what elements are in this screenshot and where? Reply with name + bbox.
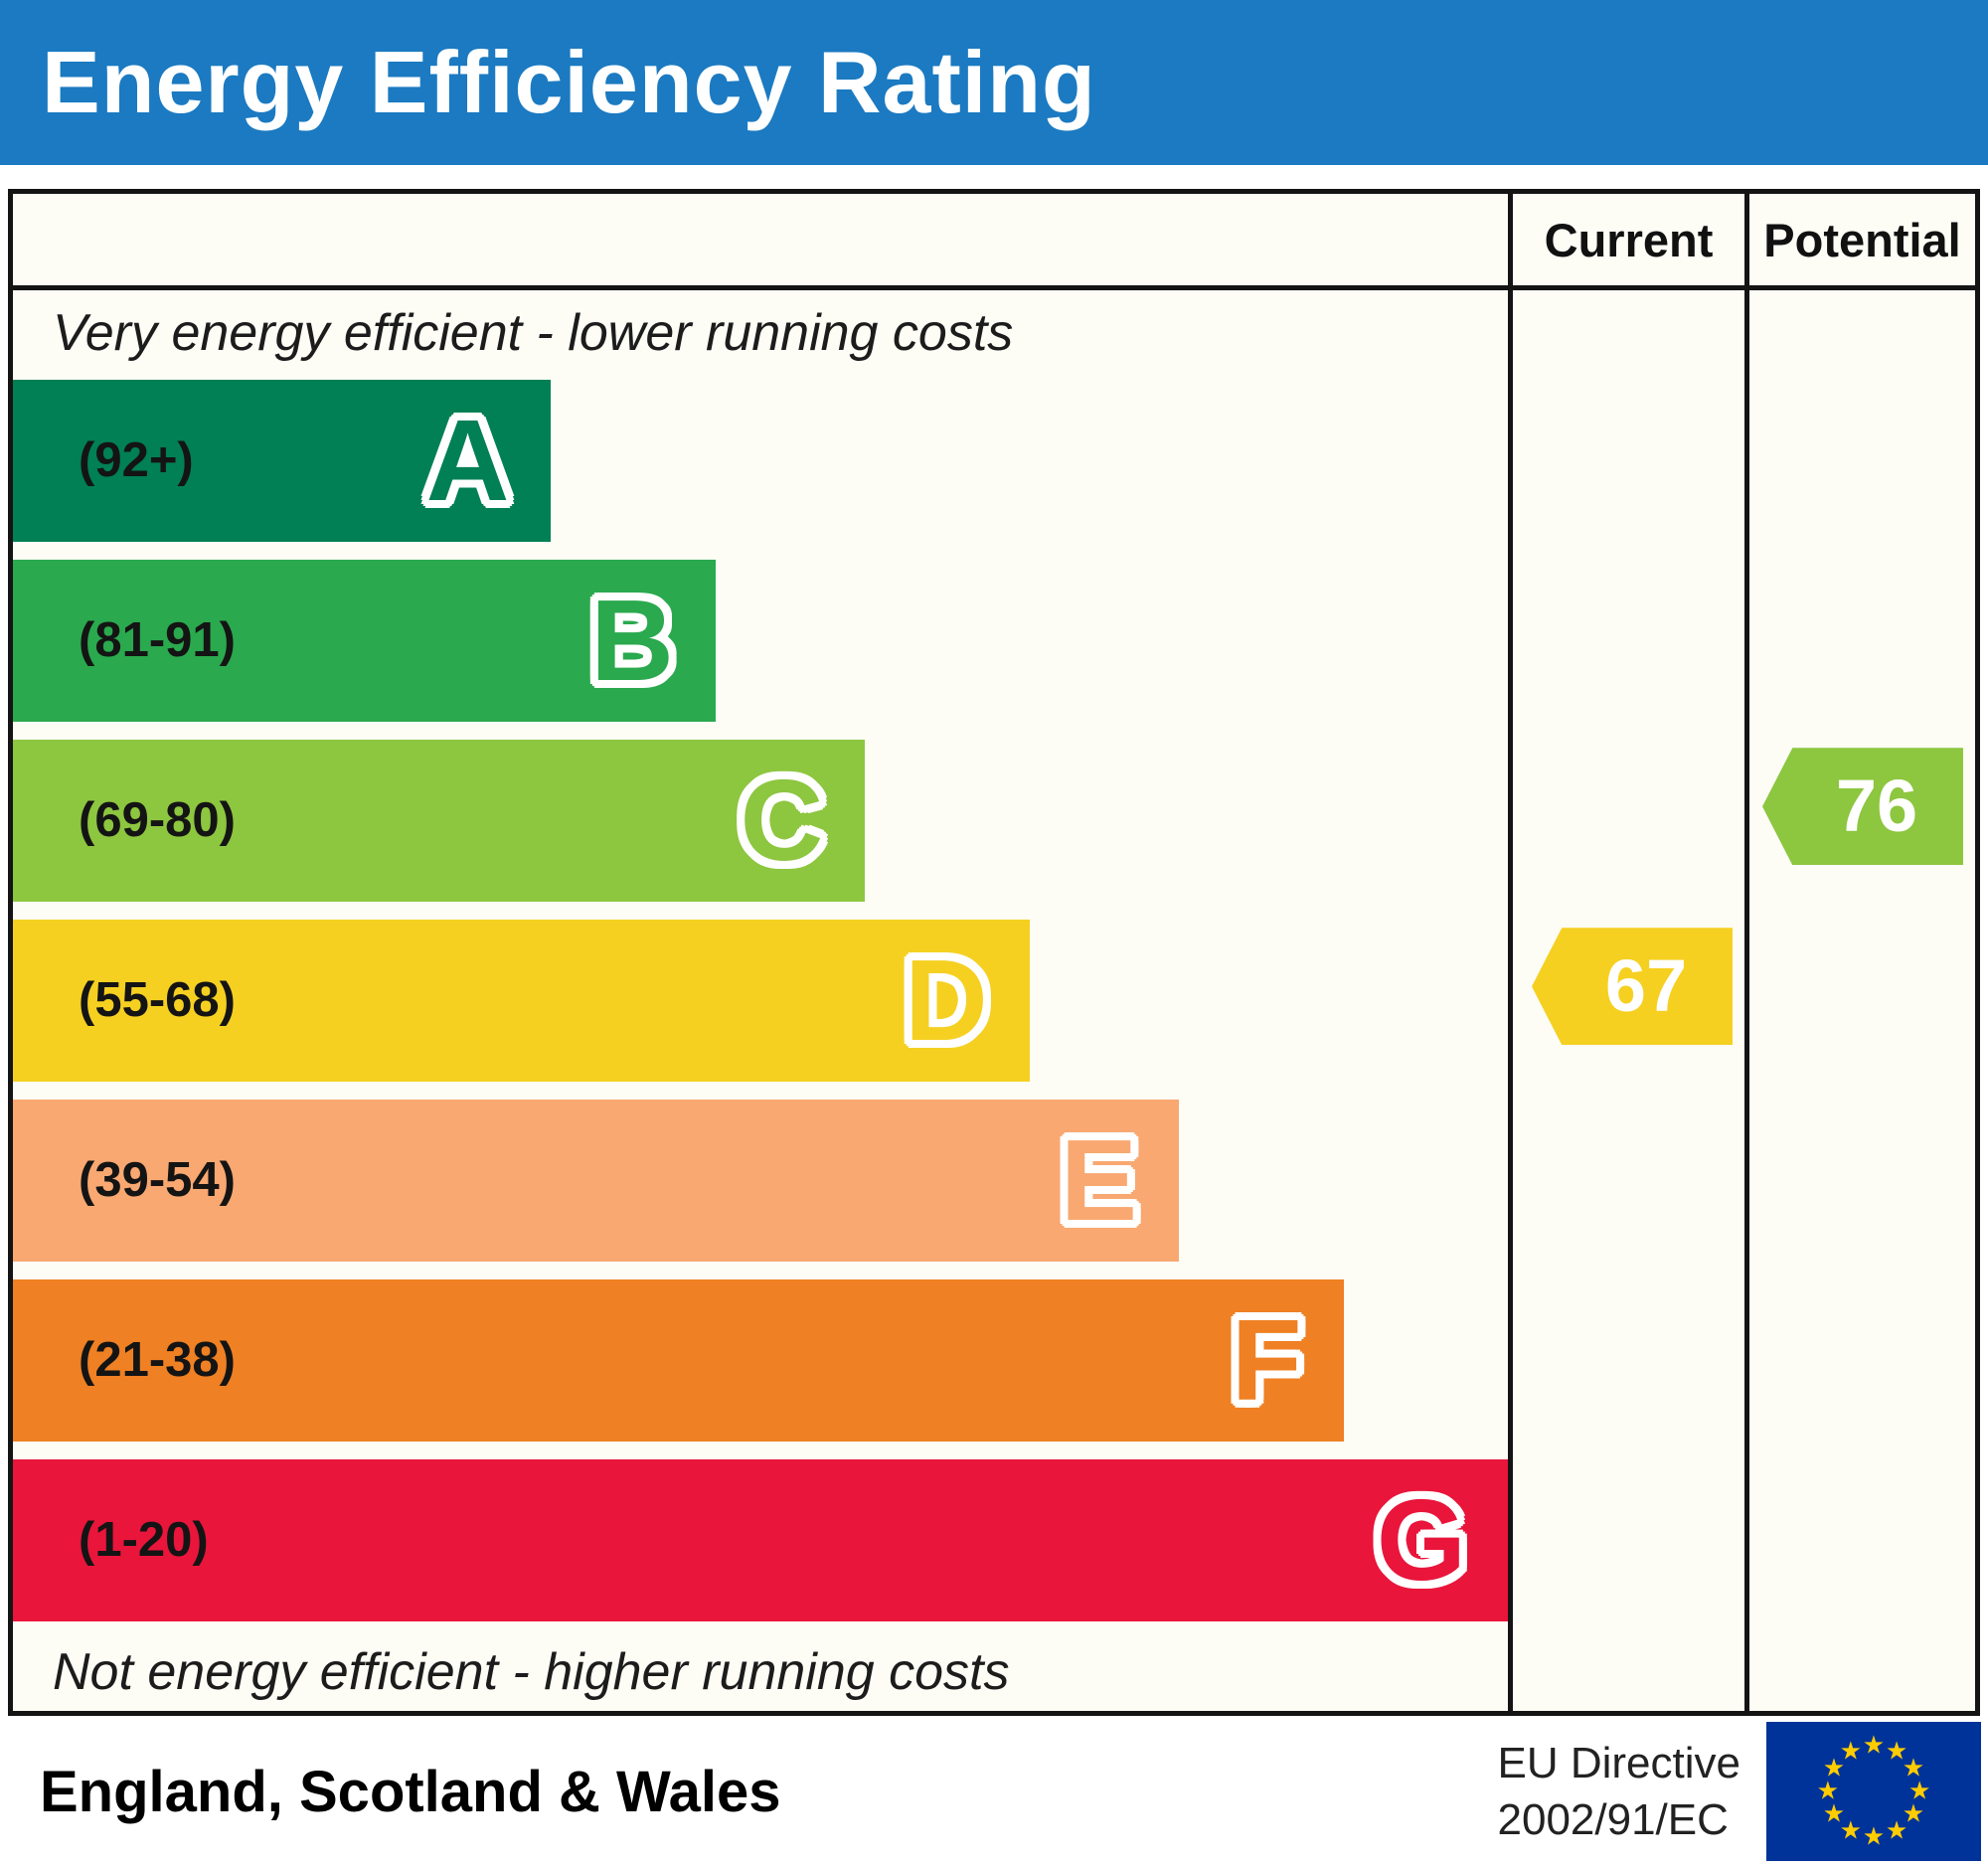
band-range-label: (21-38) — [79, 1333, 236, 1388]
eu-flag-star: ★ — [1862, 1822, 1886, 1851]
eu-directive-line1: EU Directive — [1497, 1738, 1741, 1787]
title-bar: Energy Efficiency Rating — [0, 0, 1988, 165]
eu-flag-star: ★ — [1885, 1737, 1908, 1766]
band-area: Very energy efficient - lower running co… — [13, 290, 1508, 1711]
current-value: 67 — [1604, 944, 1688, 1028]
band-letter: B — [590, 576, 674, 706]
potential-column: 76 — [1744, 290, 1975, 1711]
band-letter: C — [740, 756, 824, 886]
eu-flag-star: ★ — [1822, 1754, 1846, 1782]
band-letter: A — [425, 396, 510, 526]
footer: England, Scotland & Wales EU Directive 2… — [0, 1716, 1988, 1867]
band-e: (39-54) E — [13, 1099, 1180, 1262]
band-range-label: (81-91) — [79, 613, 236, 668]
eu-flag-star: ★ — [1822, 1799, 1846, 1828]
band-c: (69-80) C — [13, 739, 866, 902]
energy-rating-chart: Current Potential Very energy efficient … — [8, 189, 1980, 1716]
column-header-current: Current — [1508, 194, 1744, 290]
bottom-scale-label: Not energy efficient - higher running co… — [53, 1642, 1010, 1701]
band-a: (92+) A — [13, 379, 552, 542]
band-letter: F — [1231, 1295, 1302, 1426]
top-scale-label: Very energy efficient - lower running co… — [53, 304, 1014, 362]
band-letter: G — [1376, 1475, 1466, 1606]
column-header-spacer — [13, 194, 1508, 290]
band-range-label: (92+) — [79, 433, 194, 488]
eu-flag-star: ★ — [1839, 1737, 1863, 1766]
eu-flag: ★ ★ ★ ★ ★ ★ ★ ★ ★ ★ ★ ★ — [1766, 1722, 1981, 1861]
band-d: (55-68) D — [13, 919, 1030, 1082]
potential-value: 76 — [1835, 764, 1918, 848]
eu-directive-label: EU Directive 2002/91/EC — [1498, 1735, 1741, 1848]
eu-directive-line2: 2002/91/EC — [1497, 1795, 1729, 1844]
eu-flag-star: ★ — [1907, 1777, 1931, 1805]
band-range-label: (69-80) — [79, 793, 236, 848]
band-g: (1-20) G — [13, 1458, 1508, 1621]
band-b: (81-91) B — [13, 559, 716, 722]
page-title: Energy Efficiency Rating — [42, 33, 1096, 131]
eu-flag-star: ★ — [1902, 1754, 1925, 1782]
eu-flag-star: ★ — [1816, 1777, 1840, 1805]
column-header-potential: Potential — [1744, 194, 1975, 290]
band-range-label: (55-68) — [79, 973, 236, 1028]
band-letter: E — [1060, 1115, 1138, 1246]
region-label: England, Scotland & Wales — [40, 1759, 781, 1824]
eu-flag-star: ★ — [1862, 1731, 1886, 1760]
current-arrow: 67 — [1532, 928, 1733, 1046]
band-range-label: (39-54) — [79, 1153, 236, 1208]
eu-flag-star: ★ — [1839, 1816, 1863, 1845]
eu-flag-star: ★ — [1902, 1799, 1925, 1828]
current-column: 67 — [1508, 290, 1744, 1711]
potential-arrow: 76 — [1762, 748, 1963, 866]
eu-flag-star: ★ — [1885, 1816, 1908, 1845]
band-letter: D — [904, 935, 988, 1066]
band-range-label: (1-20) — [79, 1513, 209, 1568]
bands: (92+) A (81-91) B (69-80) C (55-68) D (39-54) E (2… — [13, 379, 1508, 1621]
band-f: (21-38) F — [13, 1278, 1344, 1442]
